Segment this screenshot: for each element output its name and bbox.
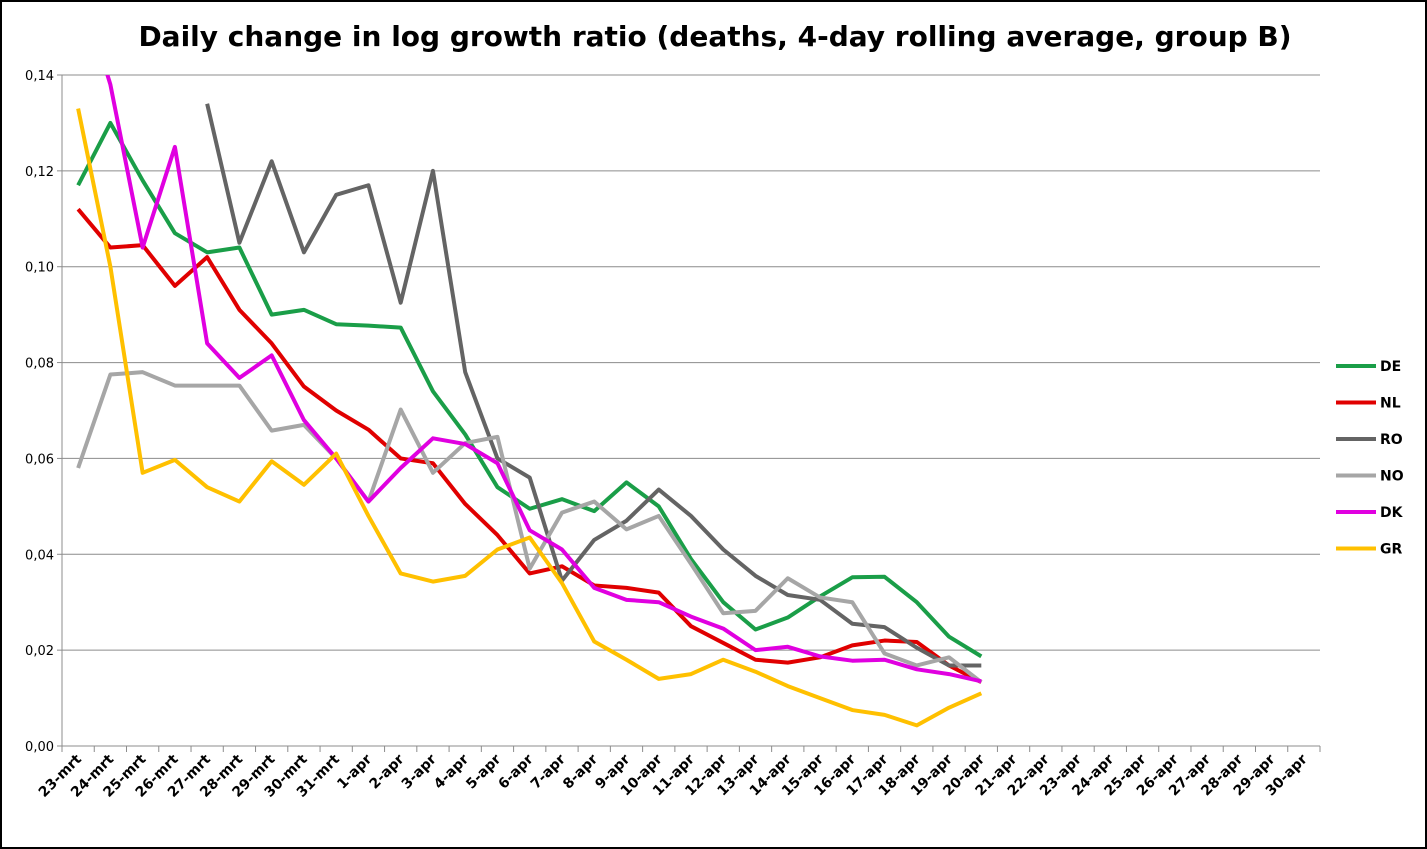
y-tick-label: 0,00 <box>25 740 54 755</box>
series-line <box>76 207 983 685</box>
series-line <box>105 75 982 684</box>
y-tick-label: 0,04 <box>25 548 54 563</box>
series-line <box>205 103 982 668</box>
y-tick-label: 0,12 <box>25 165 54 180</box>
chart-title: Daily change in log growth ratio (deaths… <box>138 20 1291 53</box>
y-tick-label: 0,10 <box>25 261 54 276</box>
legend-label: RO <box>1380 432 1403 448</box>
legend-label: DK <box>1380 505 1404 521</box>
y-tick-label: 0,06 <box>25 452 54 467</box>
y-tick-label: 0,14 <box>25 69 54 84</box>
legend-label: NL <box>1380 396 1401 412</box>
series-line <box>76 370 983 684</box>
plot-lines <box>76 75 983 728</box>
series-line <box>76 120 983 659</box>
series-line <box>76 108 983 728</box>
y-tick-label: 0,08 <box>25 357 54 372</box>
y-tick-label: 0,02 <box>25 644 54 659</box>
legend-label: GR <box>1380 542 1402 558</box>
legend-label: DE <box>1380 359 1401 375</box>
legend-label: NO <box>1380 469 1404 485</box>
